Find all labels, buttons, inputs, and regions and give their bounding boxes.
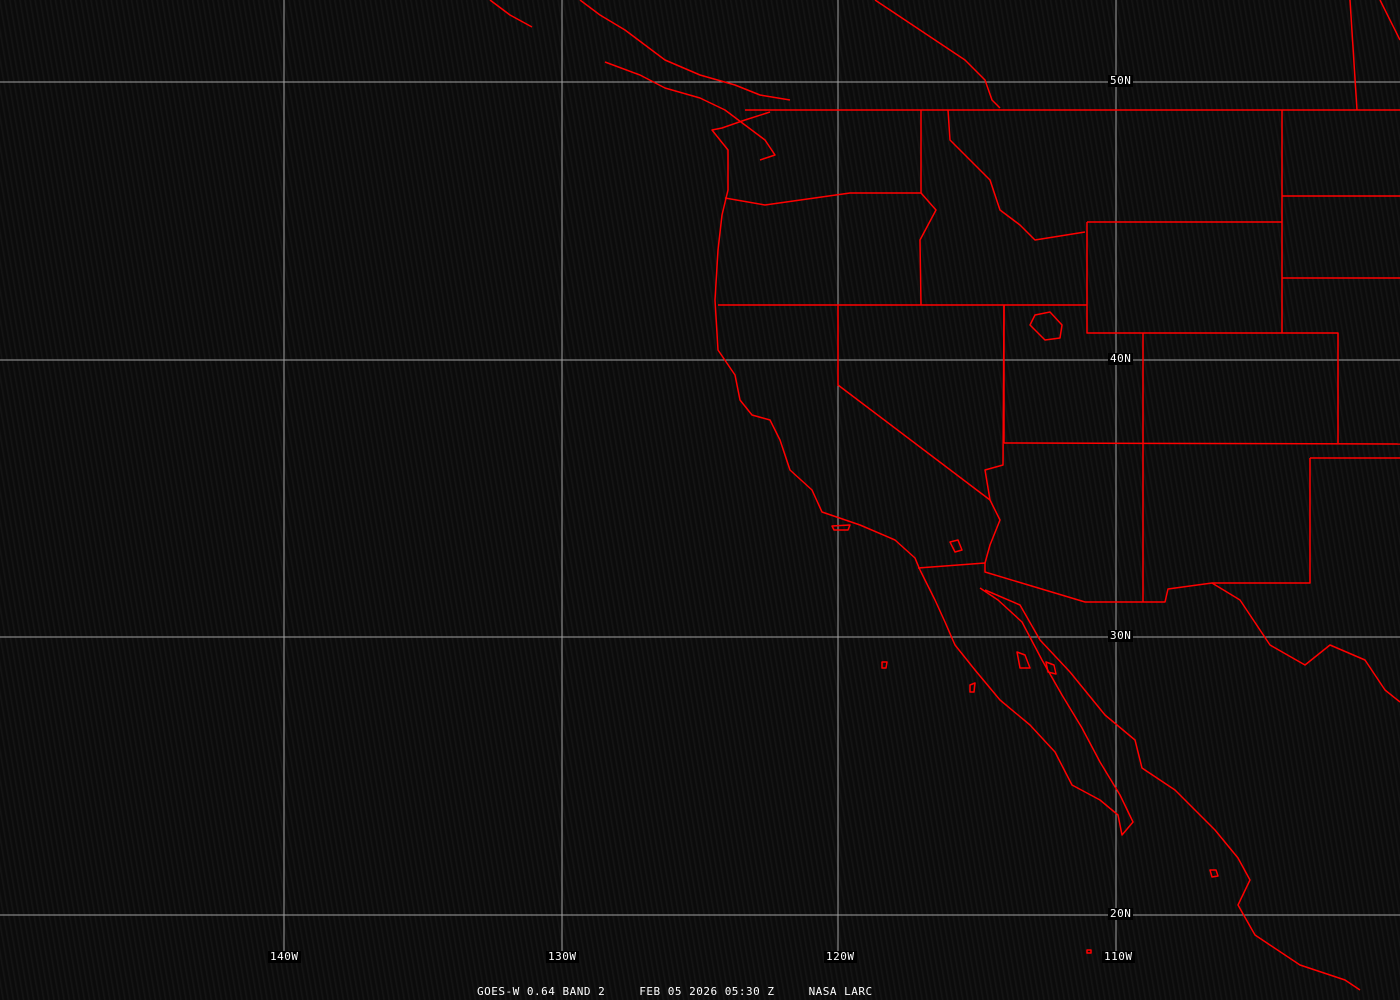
- border-or-id: [919, 192, 937, 306]
- great-salt-lake: [1029, 311, 1063, 341]
- border-ca-nv: [837, 304, 1005, 501]
- border-canada-east: [1349, 0, 1358, 111]
- border-id-ut: [1086, 222, 1339, 443]
- channel-island: [831, 524, 851, 531]
- datetime-label: FEB 05 2026 05:30 Z: [639, 985, 775, 998]
- border-us-mexico: [917, 562, 1400, 703]
- border-wa-or: [724, 192, 921, 206]
- coastline-vancouver-island: [604, 61, 776, 161]
- border-nm-east: [1212, 458, 1311, 584]
- lon-label-120w: 120W: [824, 950, 857, 963]
- salton-sea: [949, 539, 963, 553]
- border-wy: [1087, 221, 1283, 333]
- cedros-island: [969, 682, 976, 693]
- border-canada-inner: [874, 0, 1001, 109]
- gulf-island: [1016, 651, 1031, 669]
- lon-label-130w: 130W: [546, 950, 579, 963]
- lon-label-110w: 110W: [1102, 950, 1135, 963]
- gulf-island-2: [1045, 661, 1057, 675]
- coastline-us-west: [711, 111, 921, 571]
- revillagigedo-island: [1086, 949, 1092, 954]
- lat-label-50n: 50N: [1108, 74, 1134, 87]
- lat-label-30n: 30N: [1108, 629, 1134, 642]
- border-az-north: [1003, 442, 1400, 445]
- border-id-mt: [947, 109, 1086, 241]
- lon-label-140w: 140W: [268, 950, 301, 963]
- lat-label-40n: 40N: [1108, 352, 1134, 365]
- lat-label-20n: 20N: [1108, 907, 1134, 920]
- credit-label: NASA LARC: [808, 985, 873, 998]
- coastline-mexico-mainland: [984, 589, 1361, 991]
- coastline-canada-1: [489, 0, 533, 28]
- border-ca-az: [984, 499, 1001, 564]
- guadalupe-island: [881, 661, 888, 669]
- image-caption: GOES-W 0.64 BAND 2 FEB 05 2026 05:30 Z NAS…: [477, 986, 907, 998]
- coastline-baja-west: [919, 569, 1134, 836]
- coastline-canada-2: [579, 0, 791, 101]
- tres-marias-island: [1209, 869, 1219, 878]
- band-label: GOES-W 0.64 BAND 2: [477, 985, 606, 998]
- border-canada-east-2: [1379, 0, 1400, 41]
